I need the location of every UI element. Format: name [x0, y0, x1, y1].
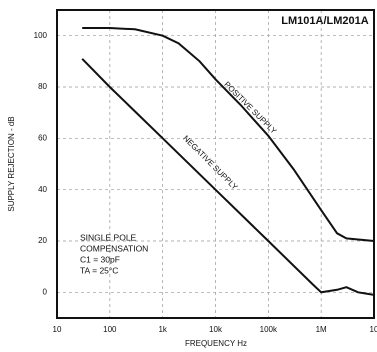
annotation: SINGLE POLE — [80, 232, 137, 242]
x-tick-label: 100 — [103, 325, 117, 334]
series-label: POSITIVE SUPPLY — [222, 80, 278, 136]
chart-title: LM101A/LM201A — [281, 15, 368, 27]
x-axis-label: FREQUENCY Hz — [185, 339, 247, 348]
plot-frame — [56, 9, 375, 319]
x-tick-label: 1k — [158, 325, 167, 334]
y-tick-label: 80 — [38, 82, 47, 91]
x-tick-label: 10 — [53, 325, 62, 334]
x-tick-label: 10 — [370, 325, 377, 334]
annotation: C1 = 30pF — [80, 254, 120, 264]
y-axis-label: SUPPLY REJECTION - dB — [7, 116, 16, 211]
x-tick-label: 100k — [260, 325, 278, 334]
y-tick-label: 0 — [43, 287, 48, 296]
series-line — [82, 27, 375, 242]
annotation: COMPENSATION — [80, 243, 148, 253]
series-line — [81, 58, 375, 296]
y-tick-label: 20 — [38, 236, 47, 245]
y-tick-label: 60 — [38, 133, 47, 142]
x-tick-label: 1M — [316, 325, 327, 334]
x-tick-label: 10k — [209, 325, 223, 334]
series-label: NEGATIVE SUPPLY — [181, 134, 239, 192]
y-tick-label: 100 — [34, 31, 48, 40]
y-tick-label: 40 — [38, 185, 47, 194]
annotation: TA = 25°C — [80, 265, 118, 275]
